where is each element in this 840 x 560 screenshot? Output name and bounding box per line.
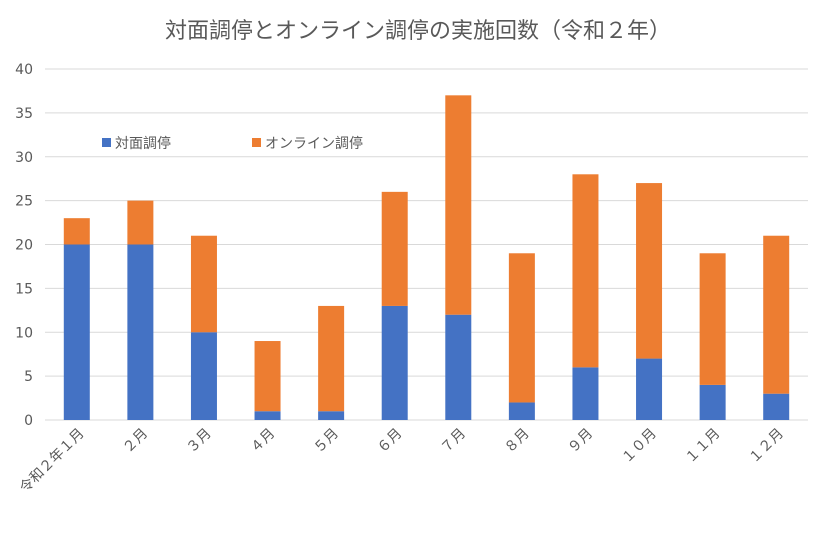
- y-tick-label: 40: [15, 62, 33, 78]
- x-tick-label: ６月: [374, 426, 405, 457]
- bar-face-to-face: [572, 367, 599, 420]
- bar-online: [381, 191, 408, 306]
- gridlines: [45, 68, 808, 421]
- bar-online: [445, 95, 472, 315]
- bar-face-to-face: [63, 244, 90, 420]
- y-tick-label: 35: [15, 106, 33, 122]
- x-tick-label: ７月: [438, 426, 469, 457]
- y-tick-label: 30: [15, 150, 33, 166]
- bar-online: [190, 235, 217, 333]
- bar-face-to-face: [508, 402, 535, 420]
- bar-online: [572, 174, 599, 368]
- bar-face-to-face: [318, 411, 345, 420]
- bar-online: [699, 253, 726, 385]
- x-tick-label: １１月: [682, 426, 723, 467]
- bar-online: [636, 183, 663, 359]
- y-tick-label: 10: [15, 325, 33, 341]
- legend-label-online: オンライン調停: [265, 135, 363, 152]
- bar-online: [63, 218, 90, 245]
- bar-online: [127, 200, 154, 245]
- chart-title: 対面調停とオンライン調停の実施回数（令和２年）: [165, 19, 671, 44]
- bar-online: [508, 253, 535, 403]
- bar-face-to-face: [127, 244, 154, 420]
- x-axis-ticks: 令和２年１月 ２月 ３月 ４月 ５月 ６月 ７月 ８月 ９月 １０月 １１月 １２月: [17, 426, 787, 497]
- y-tick-label: 20: [15, 238, 33, 254]
- y-tick-label: 5: [24, 369, 33, 385]
- bar-face-to-face: [699, 384, 726, 420]
- legend-label-face-to-face: 対面調停: [115, 135, 171, 152]
- x-tick-label: ３月: [184, 426, 215, 457]
- legend-swatch-online: [252, 138, 261, 147]
- x-tick-label: 令和２年１月: [17, 426, 88, 497]
- bar-online: [254, 341, 281, 412]
- bar-face-to-face: [445, 314, 472, 420]
- bar-online: [763, 235, 790, 394]
- x-tick-label: ２月: [120, 426, 151, 457]
- y-tick-label: 25: [15, 194, 33, 210]
- x-tick-label: ８月: [502, 426, 533, 457]
- legend-swatch-face-to-face: [102, 138, 111, 147]
- bar-face-to-face: [763, 393, 790, 420]
- x-tick-label: １０月: [619, 426, 660, 467]
- legend: 対面調停 オンライン調停: [102, 135, 363, 152]
- y-tick-label: 0: [24, 413, 33, 429]
- x-tick-label: ９月: [565, 426, 596, 457]
- x-tick-label: ５月: [311, 426, 342, 457]
- x-tick-label: ４月: [247, 426, 278, 457]
- bar-online: [318, 305, 345, 412]
- bar-face-to-face: [636, 358, 663, 420]
- y-axis-ticks: 0 5 10 15 20 25 30 35 40: [15, 62, 33, 429]
- bar-face-to-face: [254, 411, 281, 420]
- bars: [63, 95, 790, 420]
- bar-face-to-face: [190, 332, 217, 420]
- bar-face-to-face: [381, 305, 408, 420]
- x-tick-label: １２月: [746, 426, 787, 467]
- y-tick-label: 15: [15, 281, 33, 297]
